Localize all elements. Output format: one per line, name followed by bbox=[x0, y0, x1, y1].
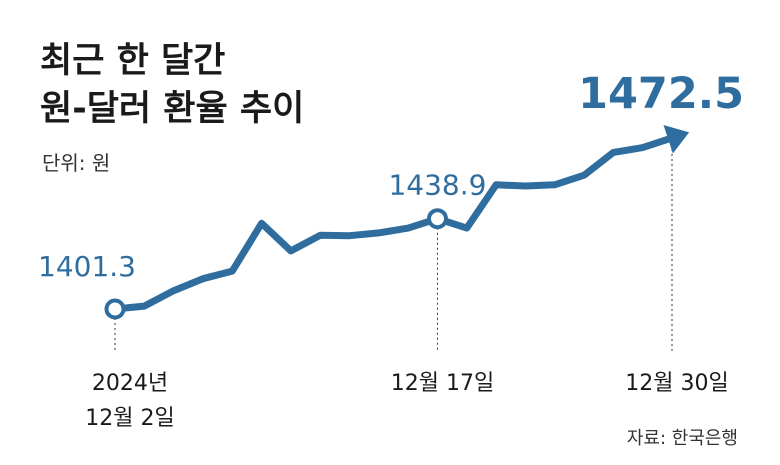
unit-label: 단위: 원 bbox=[42, 151, 110, 175]
source-label: 자료: 한국은행 bbox=[627, 428, 738, 449]
plot-area: 1401.3 1438.9 1472.5 2024년 12월 2일 12월 17일 12월 … bbox=[38, 69, 744, 431]
x-tick-label-0-0: 2024년 bbox=[92, 371, 168, 396]
series-line bbox=[111, 135, 674, 313]
x-tick-label-0-1: 12월 2일 bbox=[85, 406, 174, 431]
highlight-marker-1 bbox=[426, 208, 448, 230]
value-label-2: 1472.5 bbox=[578, 69, 744, 119]
series-arrowhead bbox=[663, 125, 690, 154]
value-label-0: 1401.3 bbox=[38, 250, 136, 283]
x-tick-label-2-0: 12월 30일 bbox=[625, 371, 728, 396]
chart-title-line-2: 원-달러 환율 추이 bbox=[40, 89, 304, 129]
highlight-marker-0 bbox=[104, 298, 126, 320]
value-label-1: 1438.9 bbox=[388, 169, 486, 202]
chart-title-line-1: 최근 한 달간 bbox=[40, 41, 225, 81]
x-tick-label-1-0: 12월 17일 bbox=[391, 371, 494, 396]
